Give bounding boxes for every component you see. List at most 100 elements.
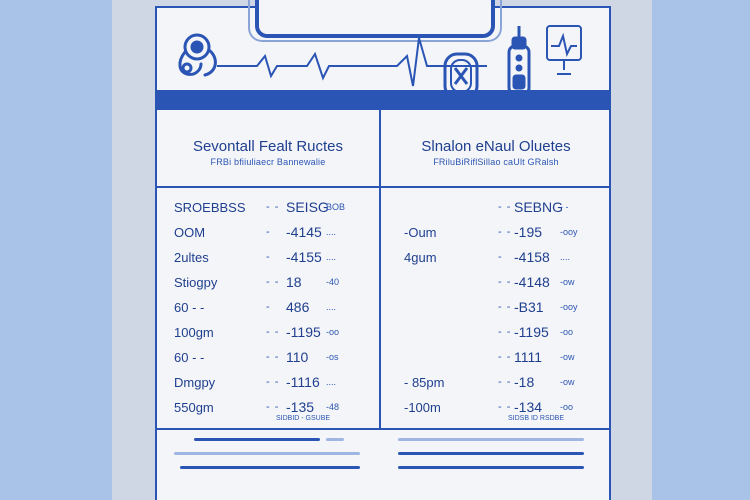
- value-row: - - SEBNG - -: [402, 198, 608, 216]
- row-value: -4148: [514, 274, 550, 290]
- row-value: -18: [514, 374, 535, 390]
- row-dash: - -: [498, 201, 512, 213]
- right-footer-line: [398, 466, 584, 469]
- row-value: -1195: [514, 324, 549, 340]
- row-dash: - -: [266, 351, 280, 363]
- left-column-title: Sevontall Fealt Ructes: [192, 138, 344, 155]
- row-unit: -ow: [560, 277, 575, 287]
- row-label: 60 - -: [174, 299, 205, 315]
- row-label: 4gum: [404, 249, 437, 265]
- stethoscope-icon: [178, 33, 217, 77]
- row-label: - 85pm: [404, 374, 445, 390]
- right-footer-line: [398, 438, 584, 441]
- row-unit: -40: [326, 277, 340, 287]
- row-value: 486: [286, 299, 310, 315]
- value-row: SROEBBSS - - SEISG BOB: [174, 198, 374, 216]
- row-dash: - -: [266, 276, 280, 288]
- row-dash: -: [266, 226, 271, 238]
- row-unit: -ow: [560, 352, 575, 362]
- left-footer-note: SIDBID - GSUBE: [276, 415, 331, 422]
- row-label: Stiogpy: [174, 274, 218, 290]
- row-value: 18: [286, 274, 302, 290]
- row-value: SEBNG: [514, 199, 564, 215]
- injector-pen-icon: [507, 26, 531, 96]
- column-divider: [379, 110, 381, 428]
- right-footer-note: SIDSB ID RSDBE: [508, 415, 565, 422]
- row-dash: - -: [266, 201, 280, 213]
- row-label: -100m: [404, 399, 441, 415]
- row-value: -4155: [286, 249, 322, 265]
- right-footer-line: [398, 452, 584, 455]
- value-row: - - -B31 -ooy: [402, 298, 608, 316]
- row-dash: - -: [498, 301, 512, 313]
- clipboard-clip: [255, 0, 495, 38]
- row-unit: BOB: [326, 202, 346, 212]
- value-row: -100m - - -134 -oo: [402, 398, 608, 416]
- row-value: -4145: [286, 224, 322, 240]
- left-column-subtitle: FRBi bfiiuliaecr Bannewalie: [210, 157, 326, 167]
- row-unit: - -: [560, 202, 569, 212]
- row-value: -4158: [514, 249, 550, 265]
- row-label: 100gm: [174, 324, 214, 340]
- value-row: OOM - -4145....: [174, 223, 374, 241]
- value-row: - - -4148 -ow: [402, 273, 608, 291]
- value-row: Stiogpy - - 18 -40: [174, 273, 374, 291]
- clip-shadow: [248, 0, 502, 42]
- row-dash: - -: [498, 326, 512, 338]
- row-dash: - -: [498, 401, 512, 413]
- row-unit: -ooy: [560, 302, 578, 312]
- value-row: - - -1195 -oo: [402, 323, 608, 341]
- value-row: 100gm - - -1195 -oo: [174, 323, 374, 341]
- row-dash: -: [266, 251, 271, 263]
- iv-monitor-icon: [546, 25, 582, 75]
- row-label: -Oum: [404, 224, 437, 240]
- row-value: 110: [286, 349, 309, 365]
- heartbeat-line-icon: [217, 37, 487, 87]
- value-row: 60 - - - 486....: [174, 298, 374, 316]
- chart-sheet: [155, 6, 611, 500]
- row-label: Dmgpy: [174, 374, 216, 390]
- row-value: -1116: [286, 374, 320, 390]
- right-column-subtitle: FRiluBiRiflSillao caUlt GRalsh: [433, 157, 559, 167]
- row-unit: -oo: [560, 327, 574, 337]
- row-unit: -oo: [326, 327, 340, 337]
- row-value: -1195: [286, 324, 321, 340]
- row-label: 2ultes: [174, 249, 209, 265]
- row-dash: -: [266, 301, 271, 313]
- row-dash: - -: [498, 226, 512, 238]
- row-unit: -ooy: [560, 227, 578, 237]
- left-footer-line: [174, 452, 360, 455]
- row-value: SEISG: [286, 199, 329, 215]
- value-row: 4gum - -4158....: [402, 248, 608, 266]
- row-value: -135: [286, 399, 315, 415]
- row-dash: - -: [266, 326, 280, 338]
- icon-strip: [178, 25, 582, 100]
- value-row: 550gm - - -135 -48: [174, 398, 374, 416]
- row-unit: ....: [326, 302, 337, 312]
- value-row: 60 - - - - 110 -os: [174, 348, 374, 366]
- row-unit: -48: [326, 402, 340, 412]
- header-band: [155, 90, 611, 110]
- row-dash: - -: [266, 401, 280, 413]
- row-unit: -ow: [560, 377, 575, 387]
- row-dash: - -: [498, 276, 512, 288]
- row-dash: - -: [498, 376, 512, 388]
- row-unit: ....: [560, 252, 571, 262]
- row-dash: - -: [498, 351, 512, 363]
- value-row: -Oum - - -195 -ooy: [402, 223, 608, 241]
- row-value: -B31: [514, 299, 544, 315]
- row-dash: -: [498, 251, 503, 263]
- row-dash: - -: [266, 376, 280, 388]
- row-label: SROEBBSS: [174, 199, 246, 215]
- left-footer-line: [194, 438, 320, 441]
- left-footer-line: [180, 466, 360, 469]
- header-divider: [155, 186, 611, 188]
- row-unit: ....: [326, 377, 337, 387]
- row-value: -195: [514, 224, 543, 240]
- right-column-title: Slnalon eNaul Oluetes: [421, 138, 571, 155]
- value-row: Dmgpy - - -1116....: [174, 373, 374, 391]
- row-label: 60 - -: [174, 349, 205, 365]
- footer-divider: [155, 428, 611, 430]
- value-row: - -1111 -ow: [402, 348, 608, 366]
- value-row: 2ultes - -4155....: [174, 248, 374, 266]
